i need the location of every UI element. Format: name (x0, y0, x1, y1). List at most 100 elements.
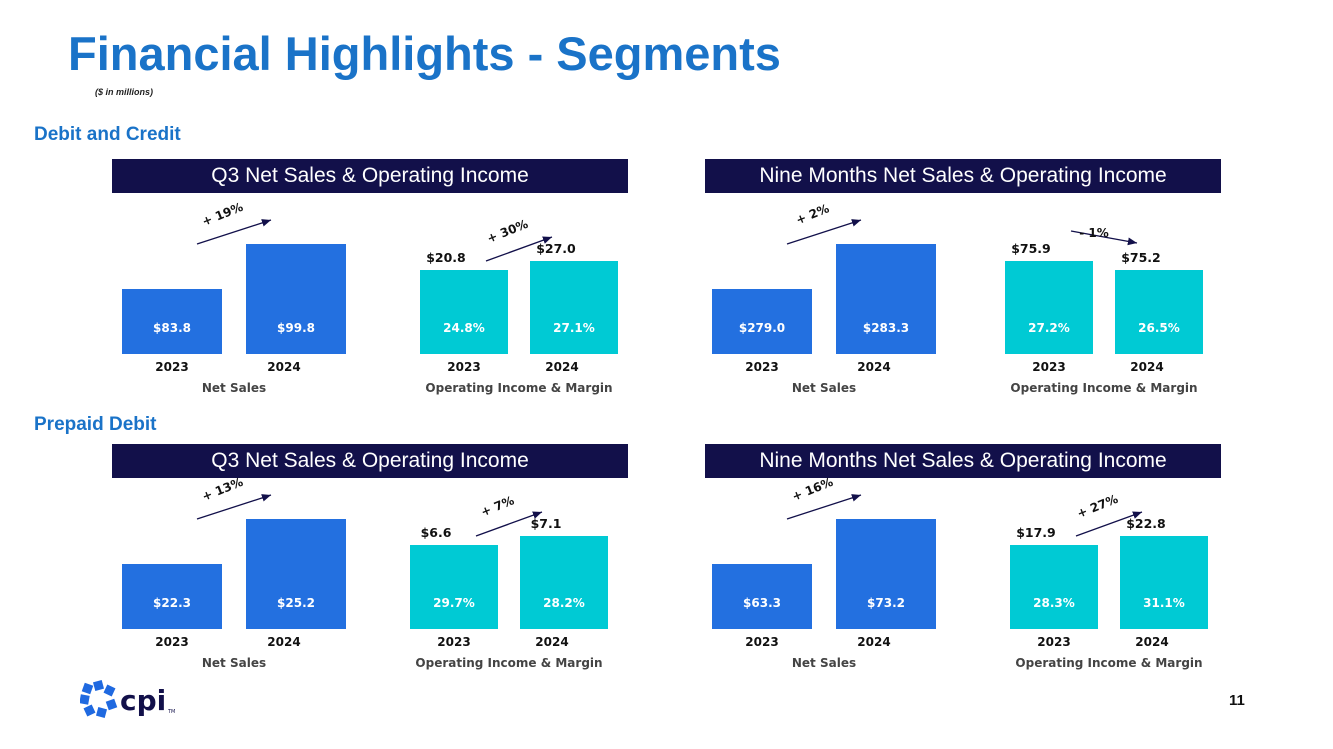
chart-axis-title: Net Sales (202, 381, 266, 395)
margin-label: 27.1% (553, 321, 595, 335)
logo-text: cpi (120, 684, 166, 717)
chart-pp-q3-operating-income: 29.7% $6.6 2023 28.2% $7.1 2024 Operating Inco… (410, 493, 608, 670)
change-label: + 27% (1075, 492, 1120, 521)
banner-nine-months-debit-credit: Nine Months Net Sales & Operating Income (705, 159, 1221, 193)
operating-income-value-label: $22.8 (1126, 516, 1166, 531)
margin-label: 24.8% (443, 321, 485, 335)
chart-dc-nine-months-operating-income: 27.2% $75.9 2023 26.5% $75.2 2024 Operating In… (1005, 226, 1203, 395)
chart-axis-title: Operating Income & Margin (415, 656, 602, 670)
change-arrow (786, 494, 862, 520)
chart-axis-title: Net Sales (792, 381, 856, 395)
change-label: + 7% (479, 493, 516, 519)
bar-2023 (122, 289, 222, 354)
change-arrow (1070, 230, 1138, 246)
section-heading-debit-credit: Debit and Credit (34, 124, 181, 145)
x-tick-label: 2023 (1032, 360, 1065, 374)
page-number: 11 (1229, 692, 1245, 709)
banner-q3-prepaid: Q3 Net Sales & Operating Income (112, 444, 628, 478)
bar-2023 (122, 564, 222, 629)
value-label: $83.8 (153, 321, 191, 335)
margin-label: 26.5% (1138, 321, 1180, 335)
change-label: + 2% (794, 201, 831, 227)
margin-label: 29.7% (433, 596, 475, 610)
operating-income-value-label: $17.9 (1016, 525, 1056, 540)
x-tick-label: 2024 (1135, 635, 1168, 649)
value-label: $63.3 (743, 596, 781, 610)
x-tick-label: 2024 (857, 360, 890, 374)
x-tick-label: 2024 (535, 635, 568, 649)
x-tick-label: 2024 (267, 635, 300, 649)
bar-2023 (712, 289, 812, 354)
bar-2024 (836, 244, 936, 354)
change-label: + 19% (200, 200, 245, 229)
operating-income-value-label: $6.6 (421, 525, 452, 540)
x-tick-label: 2023 (155, 360, 188, 374)
chart-axis-title: Operating Income & Margin (425, 381, 612, 395)
bar-2023 (712, 564, 812, 629)
company-logo: cpi TM (80, 680, 175, 719)
change-arrow (786, 219, 862, 245)
change-arrow (475, 511, 543, 537)
section-heading-prepaid: Prepaid Debit (34, 414, 157, 435)
change-arrow (485, 236, 553, 262)
bar-2024 (1120, 536, 1208, 629)
operating-income-value-label: $75.2 (1121, 250, 1161, 265)
x-tick-label: 2023 (745, 635, 778, 649)
margin-label: 31.1% (1143, 596, 1185, 610)
change-label: + 16% (790, 475, 835, 504)
x-tick-label: 2023 (745, 360, 778, 374)
change-arrow (1075, 511, 1143, 537)
chart-dc-q3-operating-income: 24.8% $20.8 2023 27.1% $27.0 2024 Operating In… (420, 217, 618, 395)
x-tick-label: 2024 (545, 360, 578, 374)
logo-trademark: TM (167, 709, 175, 715)
value-label: $279.0 (739, 321, 785, 335)
page-title: Financial Highlights - Segments (68, 27, 781, 80)
operating-income-value-label: $20.8 (426, 250, 466, 265)
margin-label: 28.2% (543, 596, 585, 610)
banner-nine-months-prepaid: Nine Months Net Sales & Operating Income (705, 444, 1221, 478)
bar-2023 (1005, 261, 1093, 354)
change-arrow (196, 219, 272, 245)
chart-axis-title: Operating Income & Margin (1010, 381, 1197, 395)
value-label: $25.2 (277, 596, 315, 610)
value-label: $283.3 (863, 321, 909, 335)
change-label: + 30% (485, 217, 530, 246)
x-tick-label: 2023 (155, 635, 188, 649)
logo-mark (80, 680, 118, 719)
x-tick-label: 2024 (1130, 360, 1163, 374)
bar-2024 (836, 519, 936, 629)
x-tick-label: 2024 (267, 360, 300, 374)
margin-label: 27.2% (1028, 321, 1070, 335)
chart-axis-title: Net Sales (202, 656, 266, 670)
bar-2024 (530, 261, 618, 354)
operating-income-value-label: $7.1 (531, 516, 562, 531)
x-tick-label: 2023 (447, 360, 480, 374)
bar-2024 (246, 519, 346, 629)
units-note: ($ in millions) (95, 87, 154, 97)
bar-2023 (1010, 545, 1098, 629)
bar-2024 (520, 536, 608, 629)
change-arrow (196, 494, 272, 520)
change-label: + 13% (200, 475, 245, 504)
value-label: $73.2 (867, 596, 905, 610)
change-label: - 1% (1079, 226, 1109, 240)
value-label: $22.3 (153, 596, 191, 610)
value-label: $99.8 (277, 321, 315, 335)
bar-2023 (410, 545, 498, 629)
margin-label: 28.3% (1033, 596, 1075, 610)
banner-q3-debit-credit: Q3 Net Sales & Operating Income (112, 159, 628, 193)
x-tick-label: 2024 (857, 635, 890, 649)
operating-income-value-label: $27.0 (536, 241, 576, 256)
chart-pp-nine-months-operating-income: 28.3% $17.9 2023 31.1% $22.8 2024 Operating In… (1010, 492, 1208, 670)
operating-income-value-label: $75.9 (1011, 241, 1051, 256)
x-tick-label: 2023 (1037, 635, 1070, 649)
x-tick-label: 2023 (437, 635, 470, 649)
chart-axis-title: Net Sales (792, 656, 856, 670)
bar-2024 (246, 244, 346, 354)
bar-2024 (1115, 270, 1203, 354)
bar-2023 (420, 270, 508, 354)
